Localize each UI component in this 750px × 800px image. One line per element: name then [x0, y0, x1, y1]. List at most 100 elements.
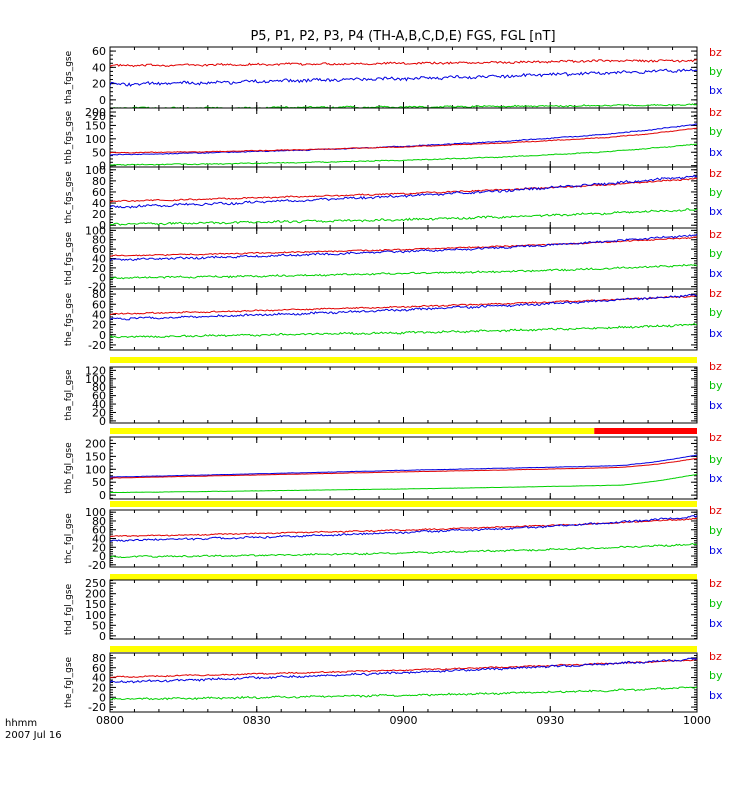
y-tick-label: 60 — [92, 662, 106, 675]
legend-label-bz: bz — [709, 228, 722, 241]
y-tick-label: 200 — [85, 437, 106, 450]
series-line-by — [109, 143, 697, 166]
series-line-bx — [109, 657, 698, 684]
legend-label-bx: bx — [709, 544, 723, 557]
x-tick-label: 0800 — [96, 714, 124, 727]
date-label: 2007 Jul 16 — [5, 730, 62, 741]
y-tick-label: -20 — [88, 339, 106, 352]
legend-label-by: by — [709, 186, 723, 199]
y-tick-label: 150 — [85, 450, 106, 463]
y-tick-label: 60 — [92, 524, 106, 537]
legend-label-by: by — [709, 669, 723, 682]
flag-bar-yellow — [110, 646, 697, 652]
flag-bar-red — [594, 428, 697, 434]
y-tick-label: 0 — [99, 271, 106, 284]
y-tick-label: 20 — [92, 262, 106, 275]
y-tick-label: 200 — [85, 106, 106, 119]
panel-frame — [109, 579, 698, 640]
series-line-bz — [109, 177, 698, 203]
y-tick-label: 0 — [99, 550, 106, 563]
y-tick-label: 80 — [92, 288, 106, 301]
legend-label-bx: bx — [709, 267, 723, 280]
y-tick-label: 0 — [99, 630, 106, 643]
y-tick-label: 60 — [92, 186, 106, 199]
series-line-bx — [109, 123, 698, 156]
y-tick-label: 40 — [92, 308, 106, 321]
legend-label-bz: bz — [709, 46, 722, 59]
series-line-by — [110, 263, 698, 280]
flag-bar-yellow — [110, 428, 595, 434]
legend-label-by: by — [709, 125, 723, 138]
y-tick-label: 40 — [92, 61, 106, 74]
y-axis-label: thc_fgl_gse — [64, 513, 74, 564]
legend-label-bz: bz — [709, 650, 722, 663]
series-line-by — [109, 473, 698, 494]
y-tick-label: 20 — [92, 208, 106, 221]
series-line-bz — [109, 127, 698, 154]
y-tick-label: 80 — [92, 175, 106, 188]
y-tick-label: 20 — [92, 78, 106, 91]
legend-label-bx: bx — [709, 689, 723, 702]
panel-frame — [109, 166, 698, 229]
y-axis-label: thd_fgl_gse — [64, 583, 74, 635]
y-tick-label: 100 — [85, 133, 106, 146]
legend-label-bx: bx — [709, 399, 723, 412]
y-tick-label: -20 — [88, 110, 106, 123]
y-tick-label: 80 — [92, 652, 106, 665]
legend-label-bz: bz — [709, 504, 722, 517]
series-line-bz — [109, 294, 698, 315]
series-line-by — [109, 542, 698, 559]
flag-bar-yellow — [110, 357, 697, 363]
panel-frame — [109, 46, 698, 109]
flag-bar-yellow — [110, 501, 697, 507]
legend-label-bx: bx — [709, 84, 723, 97]
x-tick-label: 1000 — [683, 714, 711, 727]
y-tick-label: 80 — [92, 234, 106, 247]
y-tick-label: 150 — [85, 119, 106, 132]
y-tick-label: 0 — [99, 219, 106, 232]
legend-label-bz: bz — [709, 287, 722, 300]
y-tick-label: 40 — [92, 672, 106, 685]
panel-frame — [109, 366, 698, 424]
series-line-bx — [109, 454, 698, 478]
series-line-by — [109, 208, 698, 226]
y-tick-label: 20 — [92, 541, 106, 554]
legend-label-bx: bx — [709, 327, 723, 340]
legend-label-bx: bx — [709, 146, 723, 159]
y-tick-label: 50 — [92, 619, 106, 632]
y-tick-label: 60 — [92, 45, 106, 58]
legend-label-bz: bz — [709, 106, 722, 119]
panel-frame — [109, 652, 698, 713]
y-tick-label: -20 — [88, 559, 106, 572]
series-line-bz — [109, 457, 698, 479]
y-tick-label: 20 — [92, 319, 106, 332]
series-line-bz — [109, 59, 697, 68]
legend-label-bz: bz — [709, 167, 722, 180]
y-tick-label: 100 — [85, 609, 106, 622]
panel-frame — [109, 288, 698, 351]
y-tick-label: 60 — [92, 390, 106, 403]
series-line-by — [109, 323, 698, 339]
y-tick-label: 60 — [92, 243, 106, 256]
legend-label-bx: bx — [709, 205, 723, 218]
y-tick-label: 80 — [92, 515, 106, 528]
y-axis-label: tha_fgs_gse — [64, 50, 74, 104]
legend-label-by: by — [709, 524, 723, 537]
y-axis-label: the_fgs_gse — [64, 292, 74, 346]
y-tick-label: -20 — [88, 701, 106, 714]
legend-label-by: by — [709, 379, 723, 392]
y-axis-label: thb_fgl_gse — [64, 442, 74, 494]
series-line-bx — [109, 293, 698, 321]
y-tick-label: 50 — [92, 476, 106, 489]
y-tick-label: 20 — [92, 681, 106, 694]
y-tick-label: -20 — [88, 281, 106, 294]
